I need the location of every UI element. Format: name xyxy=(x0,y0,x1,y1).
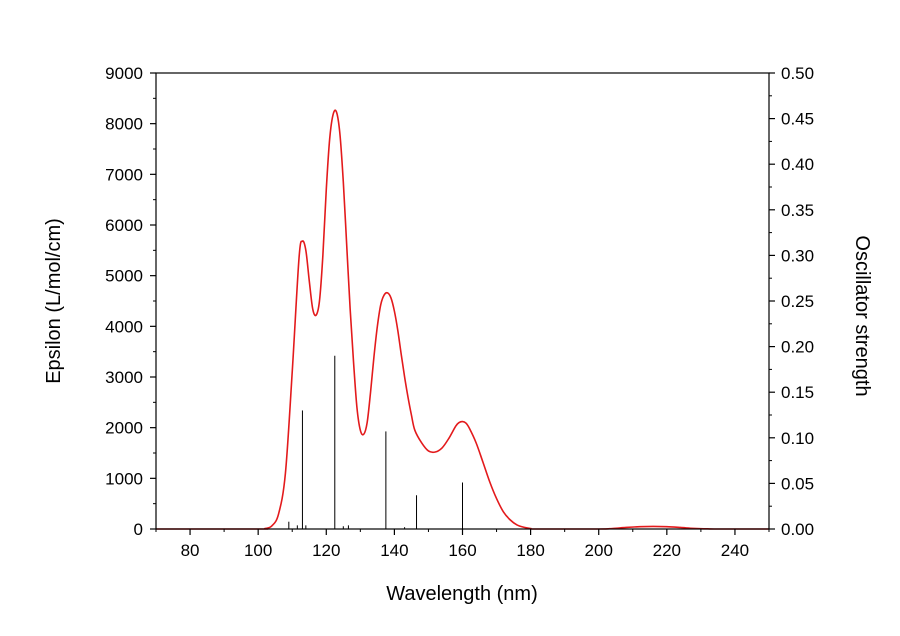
x-tick-label: 220 xyxy=(653,541,681,560)
y2-tick-label: 0.40 xyxy=(781,155,814,174)
x-tick-label: 80 xyxy=(181,541,200,560)
y2-tick-label: 0.35 xyxy=(781,201,814,220)
y-tick-label: 8000 xyxy=(105,115,143,134)
x-tick-label: 120 xyxy=(312,541,340,560)
y2-tick-label: 0.05 xyxy=(781,474,814,493)
y-axis-title: Epsilon (L/mol/cm) xyxy=(43,218,65,384)
x-tick-label: 180 xyxy=(516,541,544,560)
y2-axis-ticks: 0.00 0.05 0.10 0.15 0.20 0.25 0.30 0.35 0.40 0.45… xyxy=(769,64,814,539)
y-tick-label: 3000 xyxy=(105,368,143,387)
oscillator-sticks xyxy=(288,355,463,529)
y-tick-label: 2000 xyxy=(105,419,143,438)
y2-tick-label: 0.45 xyxy=(781,110,814,129)
y2-tick-label: 0.00 xyxy=(781,520,814,539)
x-tick-label: 200 xyxy=(585,541,613,560)
x-axis-title: Wavelength (nm) xyxy=(386,583,538,605)
y-tick-label: 7000 xyxy=(105,165,143,184)
y2-tick-label: 0.25 xyxy=(781,292,814,311)
y2-tick-label: 0.10 xyxy=(781,429,814,448)
epsilon-line xyxy=(156,109,769,530)
plot-frame xyxy=(155,72,770,530)
y-tick-label: 9000 xyxy=(105,64,143,83)
x-axis-ticks: 80 100 120 140 160 180 200 220 240 xyxy=(155,529,770,560)
y2-axis-title: Oscillator strength xyxy=(851,235,873,396)
x-tick-label: 140 xyxy=(380,541,408,560)
y2-tick-label: 0.15 xyxy=(781,383,814,402)
y2-tick-label: 0.50 xyxy=(781,64,814,83)
y2-tick-label: 0.30 xyxy=(781,246,814,265)
y-axis-ticks: 0 1000 2000 3000 4000 5000 6000 7000 8000 9000 xyxy=(105,64,156,539)
y-tick-label: 4000 xyxy=(105,317,143,336)
y-tick-label: 0 xyxy=(134,520,143,539)
x-tick-label: 160 xyxy=(448,541,476,560)
x-tick-label: 240 xyxy=(721,541,749,560)
y-tick-label: 5000 xyxy=(105,267,143,286)
x-tick-label: 100 xyxy=(244,541,272,560)
y-tick-label: 6000 xyxy=(105,216,143,235)
y2-tick-label: 0.20 xyxy=(781,338,814,357)
axes xyxy=(155,72,770,530)
epsilon-series xyxy=(156,109,769,530)
y-tick-label: 1000 xyxy=(105,469,143,488)
